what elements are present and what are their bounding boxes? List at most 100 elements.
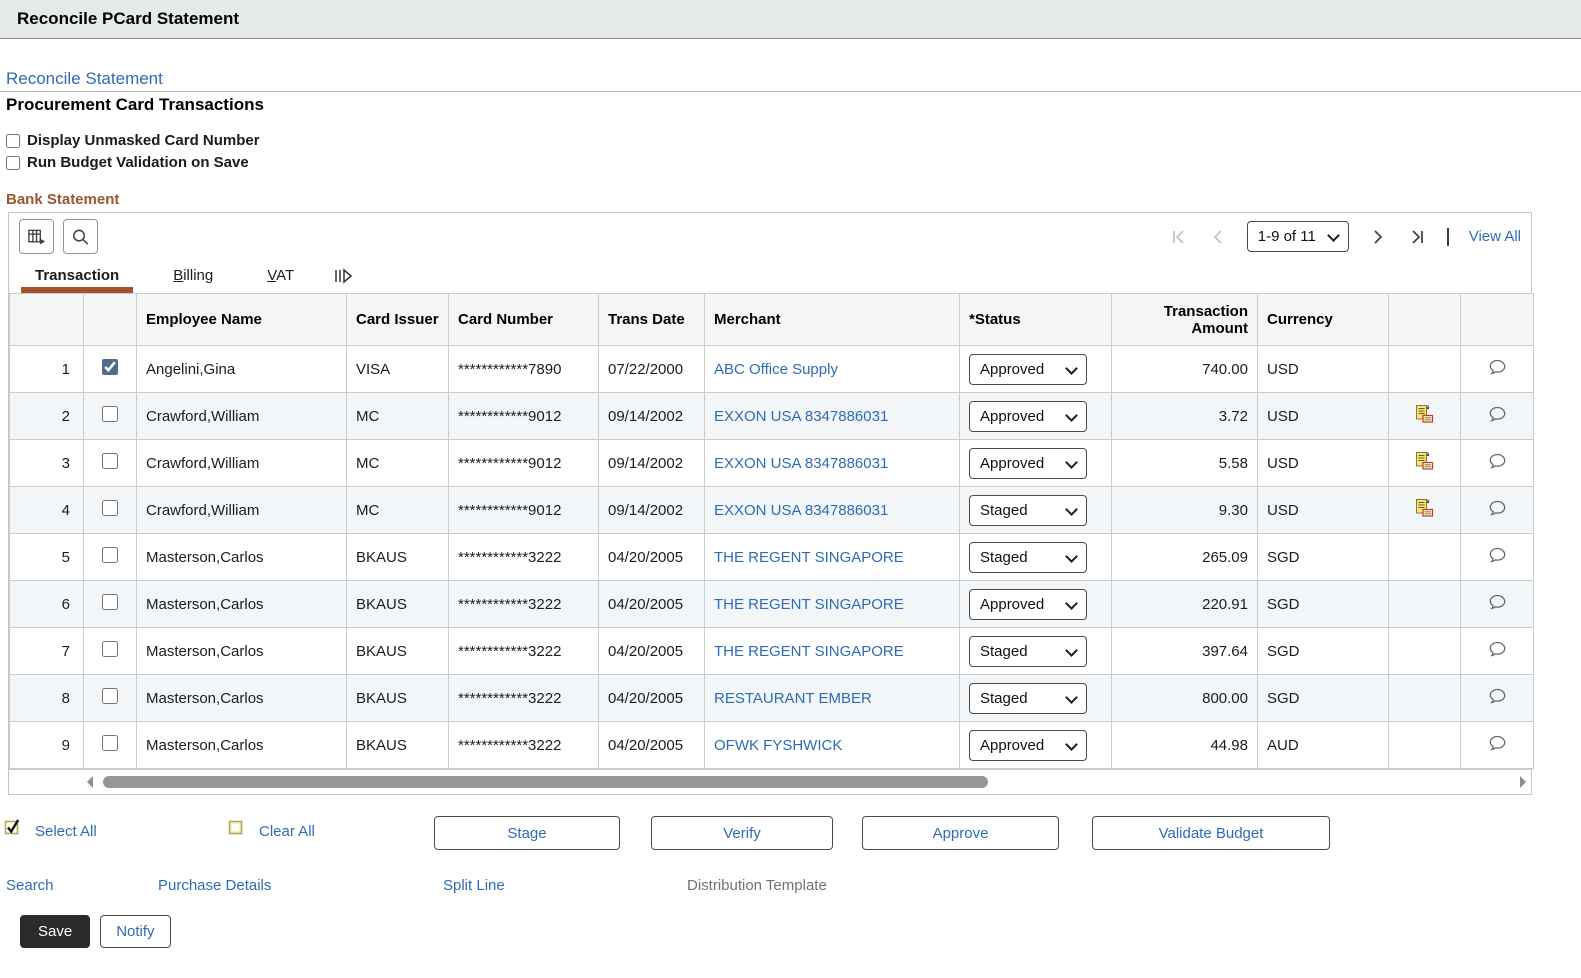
col-line-details [1388, 293, 1461, 346]
comments-icon[interactable] [1487, 735, 1508, 758]
comments-icon[interactable] [1487, 594, 1508, 617]
transaction-amount-cell: 220.91 [1111, 580, 1258, 628]
comments-icon[interactable] [1487, 359, 1508, 382]
comments-icon[interactable] [1487, 641, 1508, 664]
comments-icon[interactable] [1487, 547, 1508, 570]
employee-name-cell: Crawford,William [136, 486, 347, 534]
select-all-icon[interactable] [4, 817, 21, 840]
currency-cell: USD [1257, 439, 1389, 487]
tab-vat[interactable]: VAT [267, 267, 295, 284]
display-unmasked-checkbox[interactable] [6, 133, 20, 148]
merchant-link[interactable]: RESTAURANT EMBER [714, 689, 872, 707]
horizontal-scrollbar [9, 769, 1531, 794]
card-number-cell: ************3222 [448, 721, 599, 769]
tab-transaction[interactable]: Transaction [21, 267, 134, 293]
view-all-link[interactable]: View All [1468, 228, 1521, 245]
employee-name-cell: Angelini,Gina [136, 345, 347, 393]
merchant-link[interactable]: EXXON USA 8347886031 [714, 407, 889, 425]
options-group: Display Unmasked Card Number Run Budget … [6, 132, 1581, 171]
row-select-checkbox[interactable] [102, 641, 118, 657]
status-select[interactable]: Staged [969, 541, 1087, 573]
table-row: 5 Masterson,Carlos BKAUS ************322… [9, 533, 1534, 581]
col-comments [1460, 293, 1534, 346]
reconcile-statement-link[interactable]: Reconcile Statement [6, 69, 163, 88]
status-select[interactable]: Staged [969, 682, 1087, 714]
search-link[interactable]: Search [6, 877, 54, 894]
next-page-icon[interactable] [1369, 227, 1387, 247]
grid-action-menu-icon[interactable] [19, 219, 54, 254]
purchase-details-link[interactable]: Purchase Details [158, 877, 272, 894]
row-select-checkbox[interactable] [102, 735, 118, 751]
previous-page-icon[interactable] [1209, 227, 1227, 247]
status-select[interactable]: Staged [969, 635, 1087, 667]
run-budget-checkbox[interactable] [6, 155, 20, 170]
row-number: 7 [9, 627, 84, 675]
table-row: 4 Crawford,William MC ************9012 0… [9, 486, 1534, 534]
currency-cell: USD [1257, 486, 1389, 534]
currency-cell: SGD [1257, 627, 1389, 675]
merchant-link[interactable]: THE REGENT SINGAPORE [714, 548, 904, 566]
merchant-link[interactable]: EXXON USA 8347886031 [714, 454, 889, 472]
comments-icon[interactable] [1487, 453, 1508, 476]
card-issuer-cell: BKAUS [346, 721, 449, 769]
notify-button[interactable]: Notify [100, 915, 171, 948]
line-details-icon[interactable] [1414, 404, 1435, 429]
trans-date-cell: 04/20/2005 [598, 674, 705, 722]
status-select[interactable]: Approved [969, 400, 1087, 432]
card-number-cell: ************9012 [448, 439, 599, 487]
row-select-checkbox[interactable] [102, 406, 118, 422]
comments-icon[interactable] [1487, 406, 1508, 429]
save-button[interactable]: Save [20, 915, 91, 948]
merchant-link[interactable]: EXXON USA 8347886031 [714, 501, 889, 519]
status-select[interactable]: Approved [969, 588, 1087, 620]
last-page-icon[interactable] [1407, 227, 1427, 247]
clear-all-link[interactable]: Clear All [259, 823, 315, 840]
clear-all-icon[interactable] [228, 817, 245, 840]
trans-date-cell: 04/20/2005 [598, 721, 705, 769]
currency-cell: SGD [1257, 580, 1389, 628]
merchant-link[interactable]: ABC Office Supply [714, 360, 838, 378]
employee-name-cell: Masterson,Carlos [136, 627, 347, 675]
verify-button[interactable]: Verify [651, 816, 833, 850]
merchant-link[interactable]: THE REGENT SINGAPORE [714, 642, 904, 660]
show-all-tabs-icon[interactable] [334, 268, 353, 293]
scroll-left-icon[interactable] [87, 776, 93, 788]
card-issuer-cell: MC [346, 486, 449, 534]
validate-budget-button[interactable]: Validate Budget [1092, 816, 1330, 850]
run-budget-label: Run Budget Validation on Save [27, 154, 249, 171]
comments-icon[interactable] [1487, 500, 1508, 523]
comments-icon[interactable] [1487, 688, 1508, 711]
row-select-checkbox[interactable] [102, 594, 118, 610]
approve-button[interactable]: Approve [862, 816, 1059, 850]
merchant-link[interactable]: THE REGENT SINGAPORE [714, 595, 904, 613]
line-details-icon[interactable] [1414, 451, 1435, 476]
tab-billing[interactable]: Billing [173, 267, 214, 284]
search-icon[interactable] [63, 219, 98, 254]
transaction-amount-cell: 44.98 [1111, 721, 1258, 769]
scrollbar-thumb[interactable] [103, 776, 988, 788]
status-select[interactable]: Approved [969, 353, 1087, 385]
row-select-checkbox[interactable] [102, 453, 118, 469]
card-issuer-cell: BKAUS [346, 533, 449, 581]
status-select[interactable]: Approved [969, 447, 1087, 479]
card-issuer-cell: BKAUS [346, 580, 449, 628]
display-unmasked-option[interactable]: Display Unmasked Card Number [6, 132, 1581, 149]
first-page-icon[interactable] [1169, 227, 1189, 247]
row-select-checkbox[interactable] [102, 359, 118, 375]
scroll-right-icon[interactable] [1520, 776, 1526, 788]
merchant-link[interactable]: OFWK FYSHWICK [714, 736, 843, 754]
select-all-link[interactable]: Select All [35, 823, 97, 840]
line-details-icon[interactable] [1414, 498, 1435, 523]
status-select[interactable]: Approved [969, 729, 1087, 761]
row-number: 1 [9, 345, 84, 393]
status-select[interactable]: Staged [969, 494, 1087, 526]
card-number-cell: ************9012 [448, 486, 599, 534]
split-line-link[interactable]: Split Line [443, 877, 505, 894]
run-budget-option[interactable]: Run Budget Validation on Save [6, 154, 1581, 171]
row-select-checkbox[interactable] [102, 688, 118, 704]
card-number-cell: ************7890 [448, 345, 599, 393]
page-range-select[interactable]: 1-9 of 11 [1246, 221, 1349, 252]
stage-button[interactable]: Stage [434, 816, 620, 850]
row-select-checkbox[interactable] [102, 547, 118, 563]
row-select-checkbox[interactable] [102, 500, 118, 516]
